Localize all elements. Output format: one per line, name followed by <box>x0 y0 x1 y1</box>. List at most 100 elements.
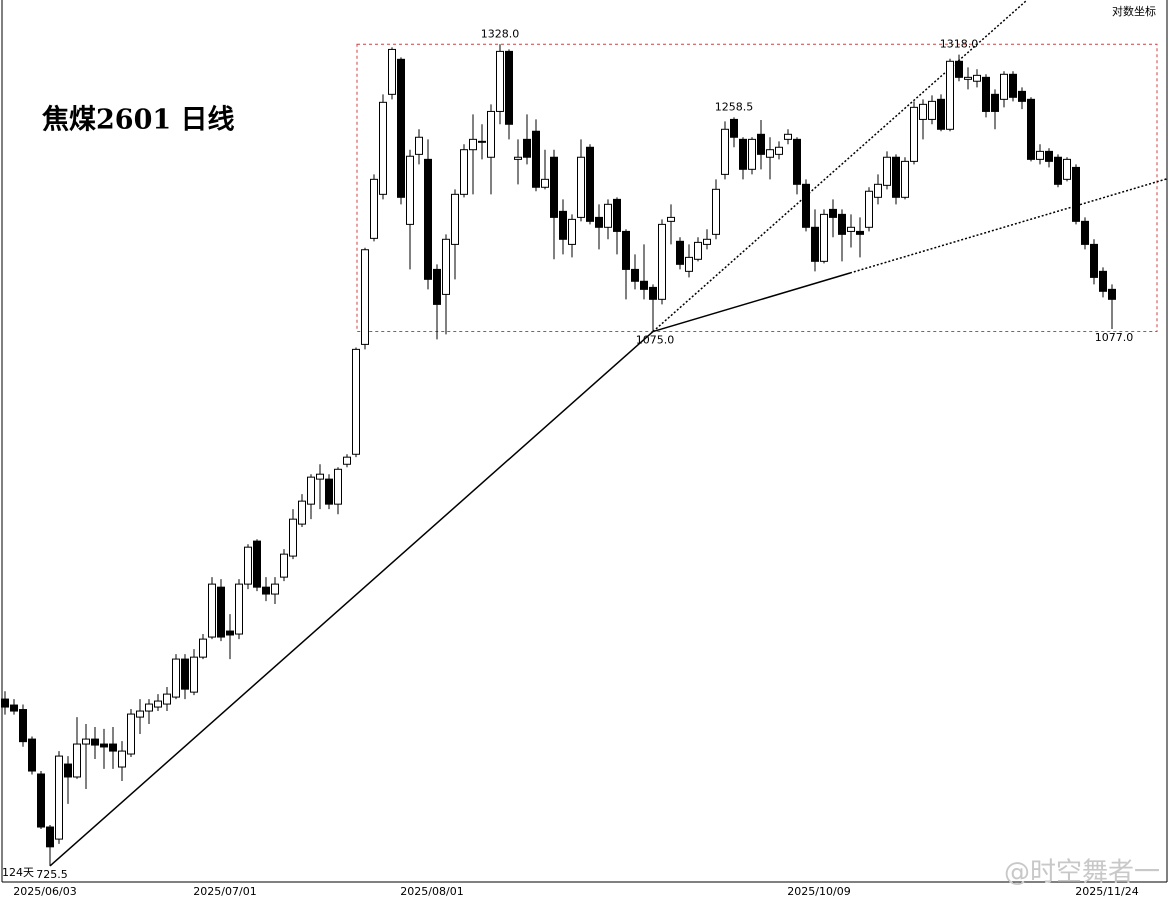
candle-body <box>1027 98 1035 160</box>
candle-body <box>91 738 99 746</box>
candle-body <box>226 630 234 636</box>
candle-body <box>784 133 792 140</box>
candle-body <box>334 468 342 505</box>
candle-body <box>685 256 693 272</box>
candle-body <box>1054 156 1062 185</box>
x-tick-label: 2025/08/01 <box>400 885 463 898</box>
x-tick-label: 2025/06/03 <box>13 885 76 898</box>
candle-body <box>73 743 81 778</box>
candle-body <box>469 138 477 151</box>
x-tick-label: 2025/07/01 <box>193 885 256 898</box>
candle-body <box>928 100 936 120</box>
candle-body <box>748 138 756 170</box>
candle-body <box>793 138 801 185</box>
candle-body <box>856 230 864 235</box>
candle-body <box>1108 288 1116 300</box>
candle-body <box>865 190 873 228</box>
candle-body <box>1009 73 1017 98</box>
candle-body <box>667 216 675 222</box>
candle-body <box>271 583 279 595</box>
x-tick-label: 2025/11/24 <box>1075 885 1138 898</box>
candle-body <box>19 709 27 743</box>
candle-body <box>829 208 837 218</box>
candle-body <box>919 103 927 120</box>
candle-body <box>109 743 117 752</box>
range-box <box>356 43 1158 333</box>
candle-body <box>568 218 576 245</box>
trend-line-extension <box>652 0 1028 333</box>
candle-body <box>460 149 468 195</box>
candle-body <box>1 698 9 708</box>
candle-body <box>217 586 225 638</box>
candle-body <box>946 60 954 130</box>
candle-body <box>613 198 621 232</box>
candle-body <box>757 133 765 155</box>
candle-body <box>190 656 198 693</box>
candle-body <box>838 213 846 235</box>
candle-body <box>802 183 810 228</box>
candle-body <box>604 203 612 228</box>
candle-body <box>586 146 594 222</box>
candle-body <box>1090 243 1098 278</box>
trend-line-extension <box>849 178 1168 274</box>
candle-body <box>262 586 270 595</box>
candle-body <box>487 110 495 158</box>
candle-body <box>235 583 243 635</box>
candle-body <box>253 540 261 588</box>
candle-body <box>127 713 135 755</box>
candle-body <box>1018 90 1026 102</box>
candle-body <box>46 826 54 848</box>
scale-label: 对数坐标 <box>1112 4 1156 18</box>
candle-body <box>559 210 567 240</box>
candle-body <box>145 703 153 712</box>
candle-body <box>1072 166 1080 222</box>
candle-body <box>901 160 909 198</box>
candle-body <box>1081 220 1089 245</box>
candle-body <box>343 456 351 465</box>
candle-body <box>199 638 207 658</box>
candle-body <box>1000 73 1008 100</box>
candle-body <box>28 738 36 772</box>
candle-body <box>325 478 333 505</box>
candle-body <box>1063 158 1071 180</box>
candle-body <box>100 743 108 748</box>
low-label: 1075.0 <box>636 334 675 347</box>
candle-body <box>388 48 396 95</box>
candle-body <box>910 106 918 162</box>
candle-body <box>694 241 702 260</box>
candle-body <box>451 193 459 245</box>
candle-body <box>406 155 414 225</box>
candle-body <box>505 50 513 125</box>
candle-body <box>55 755 63 840</box>
candle-body <box>721 128 729 175</box>
candle-body <box>775 146 783 155</box>
candle-body <box>496 50 504 112</box>
candle-body <box>703 238 711 245</box>
candle-body <box>964 76 972 80</box>
candle-body <box>712 188 720 235</box>
candle-body <box>658 223 666 300</box>
high-label: 1318.0 <box>940 38 979 51</box>
candle-body <box>298 500 306 525</box>
watermark: @时空舞者一 <box>1004 858 1160 888</box>
candle-body <box>442 238 450 295</box>
candle-body <box>64 763 72 778</box>
candle-body <box>550 156 558 218</box>
candle-body <box>1036 150 1044 160</box>
candle-body <box>172 658 180 698</box>
candle-body <box>352 348 360 455</box>
candle-body <box>514 156 522 160</box>
candle-body <box>595 216 603 228</box>
candle-body <box>811 226 819 262</box>
candle-body <box>415 136 423 155</box>
candle-body <box>739 138 747 170</box>
candle-body <box>244 546 252 585</box>
day-count-label: 124天 <box>2 866 34 879</box>
candle-body <box>397 58 405 198</box>
candle-body <box>37 773 45 828</box>
candle-body <box>136 710 144 718</box>
candle-body <box>577 156 585 218</box>
candle-body <box>10 704 18 712</box>
